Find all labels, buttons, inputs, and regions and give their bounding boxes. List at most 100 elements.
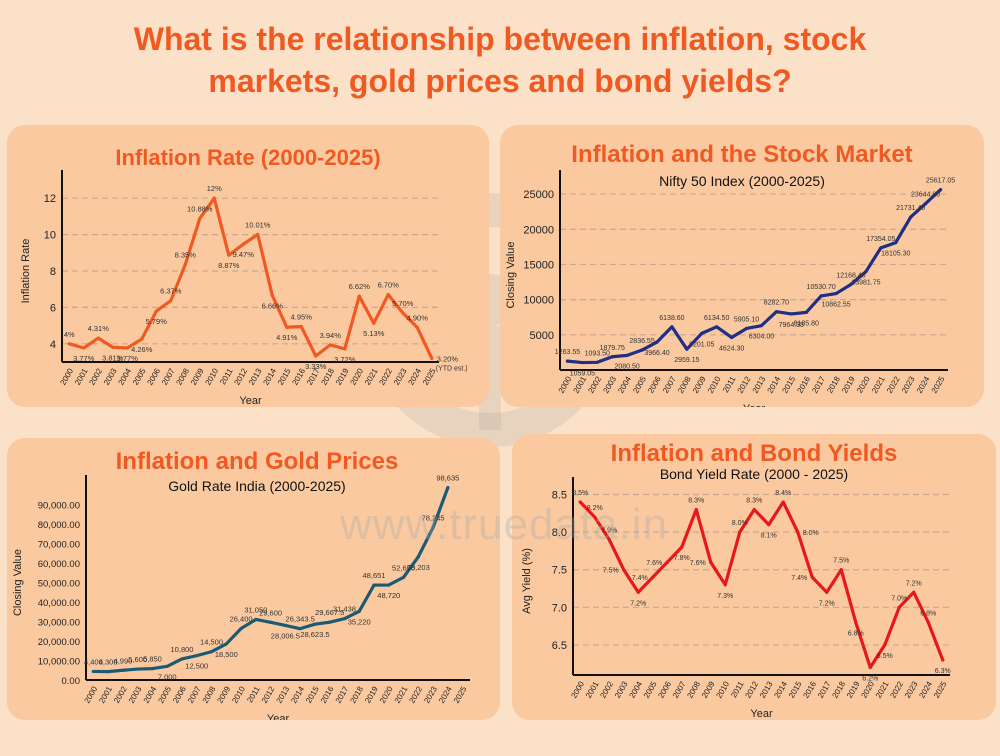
nifty-data-label: 4624.30 <box>719 345 744 352</box>
bond-data-label: 7.0% <box>891 595 907 602</box>
nifty-x-tick-label: 2012 <box>736 374 753 394</box>
inflation-data-label: 3.72% <box>334 355 356 364</box>
inflation-x-axis-label: Year <box>239 395 262 407</box>
bond-data-point <box>723 583 727 587</box>
inflation-x-tick-label: 2005 <box>131 366 148 386</box>
gold-y-tick-label: 80,000.00 <box>38 520 80 531</box>
nifty-x-tick-label: 2013 <box>751 374 768 394</box>
inflation-data-label: 4.90% <box>407 313 429 322</box>
nifty-data-label: 8185.80 <box>794 320 819 327</box>
nifty-data-label: 2836.55 <box>629 338 654 345</box>
bond-x-tick-label: 2015 <box>787 679 804 699</box>
page-title-line-1: What is the relationship between inflati… <box>133 21 867 57</box>
nifty-data-point <box>879 246 883 250</box>
inflation-data-point <box>299 324 303 329</box>
gold-data-point <box>106 670 110 674</box>
gold-x-tick-label: 2012 <box>260 684 277 704</box>
nifty-x-tick-label: 2005 <box>631 374 648 394</box>
nifty-x-tick-label: 2003 <box>601 374 618 394</box>
gold-data-label: 48,720 <box>377 591 400 600</box>
bond-x-tick-label: 2024 <box>917 679 934 699</box>
nifty-data-point <box>610 355 614 359</box>
inflation-data-point <box>285 325 289 329</box>
nifty-data-point <box>685 347 689 351</box>
bond-data-label: 7.3% <box>717 593 733 600</box>
bond-data-point <box>593 515 597 519</box>
gold-data-label: 35,220 <box>348 617 371 626</box>
bond-data-point <box>810 575 814 579</box>
gold-x-tick-label: 2001 <box>97 684 114 704</box>
watermark-text: www.truedata.in <box>340 500 669 549</box>
bond-data-label: 7.5% <box>833 558 849 565</box>
gold-y-axis-label: Closing Value <box>12 549 24 616</box>
gold-x-tick-label: 2011 <box>245 684 262 704</box>
bond-data-point <box>738 530 742 534</box>
nifty-x-tick-label: 2011 <box>721 374 738 394</box>
gold-x-tick-label: 2007 <box>186 684 203 704</box>
inflation-data-label: 4.91% <box>276 333 298 342</box>
bond-data-label: 6.2% <box>862 675 878 682</box>
bond-x-tick-label: 2014 <box>772 679 789 699</box>
inflation-data-label: 5.70% <box>392 299 414 308</box>
inflation-data-point <box>328 343 332 347</box>
bond-data-label: 8.3% <box>746 498 762 505</box>
gold-data-point <box>180 657 184 661</box>
nifty-data-point <box>759 324 764 328</box>
bond-data-point <box>694 507 698 512</box>
inflation-data-point <box>198 216 202 221</box>
bond-data-point <box>680 545 684 549</box>
inflation-data-label: 4.95% <box>291 313 313 322</box>
bond-data-point <box>607 538 611 542</box>
bond-data-label: 7.6% <box>646 560 662 567</box>
bond-x-tick-label: 2002 <box>598 679 615 699</box>
bond-data-label: 7.2% <box>630 600 646 607</box>
nifty-data-label: 18105.30 <box>881 251 910 258</box>
inflation-data-label: 3.20% <box>437 354 459 363</box>
inflation-y-axis-label: Inflation Rate <box>20 239 32 304</box>
bond-data-point <box>578 500 582 504</box>
gold-chart: 0.00 10,000.00 20,000.00 30,000.00 40,000.00… <box>12 474 470 720</box>
bond-data-label: 6.3% <box>935 668 951 675</box>
nifty-data-point <box>655 340 659 344</box>
gold-data-label: 28,623.5 <box>300 630 329 639</box>
gold-y-tick-label: 0.00 <box>62 676 81 687</box>
gold-data-label: 63,203 <box>407 563 430 572</box>
gold-data-label: 29,667.5 <box>315 608 344 617</box>
gold-data-point <box>224 642 228 646</box>
bond-x-tick-label: 2018 <box>830 679 847 699</box>
gold-data-point <box>150 666 155 671</box>
inflation-note-label: (YTD est.) <box>436 365 468 372</box>
inflation-x-tick-label: 2020 <box>348 366 365 386</box>
gold-data-label: 5,600 <box>128 655 147 664</box>
nifty-data-point <box>909 215 913 219</box>
nifty-series-line <box>565 188 943 365</box>
nifty-data-label: 5201.05 <box>689 341 714 348</box>
gold-y-tick-label: 60,000.00 <box>38 559 80 570</box>
gold-x-tick-label: 2009 <box>216 684 233 704</box>
inflation-data-point <box>212 196 216 200</box>
nifty-x-tick-label: 2022 <box>885 374 902 394</box>
gold-x-tick-label: 2008 <box>201 684 218 704</box>
bond-data-label: 7.5% <box>603 568 619 575</box>
inflation-data-label: 6.37% <box>160 287 182 296</box>
bond-series-line <box>578 500 945 670</box>
bond-data-point <box>767 523 771 527</box>
bond-y-tick-label: 8.5 <box>552 490 567 502</box>
nifty-data-label: 1059.05 <box>570 371 595 378</box>
inflation-data-label: 8.87% <box>218 261 240 270</box>
bond-data-point <box>926 620 930 624</box>
gold-x-tick-label: 2020 <box>378 684 395 704</box>
gold-data-point <box>195 654 199 658</box>
inflation-data-label: 3.33% <box>305 362 327 371</box>
nifty-data-label: 17354.05 <box>866 236 895 243</box>
nifty-y-tick-label: 15000 <box>523 259 554 271</box>
nifty-data-label: 23644.80 <box>911 192 940 199</box>
inflation-y-tick-label: 12 <box>44 193 56 205</box>
nifty-data-label: 6134.50 <box>704 315 729 322</box>
bond-y-axis-label: Avg Yield (%) <box>521 548 533 614</box>
nifty-x-axis-label: Year <box>743 403 766 407</box>
nifty-data-label: 21731.40 <box>896 205 925 212</box>
nifty-y-tick-label: 10000 <box>523 295 554 307</box>
stock-chart-title: Inflation and the Stock Market <box>571 141 913 168</box>
gold-data-label: 5,850 <box>143 655 162 664</box>
